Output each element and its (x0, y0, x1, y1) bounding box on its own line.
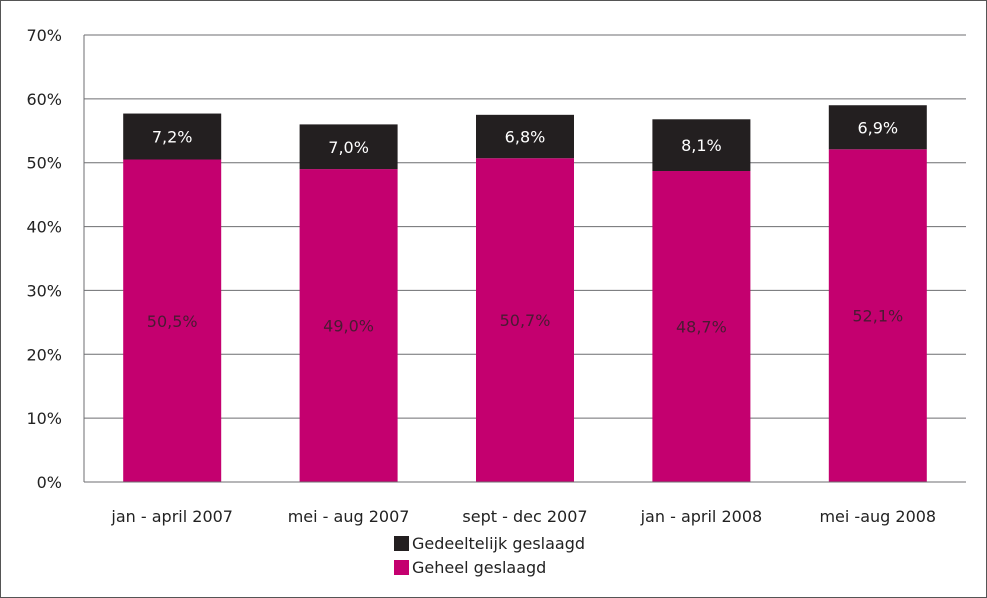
bar-gedeeltelijk (828, 105, 927, 150)
y-tick-label: 50% (26, 154, 62, 173)
y-axis: 0% 10% 20% 30% 40% 50% 60% 70% (26, 26, 85, 492)
y-tick-label: 70% (26, 26, 62, 45)
data-label: 7,2% (152, 128, 193, 147)
x-tick-label: jan - april 2008 (640, 507, 763, 526)
legend-label: Geheel geslaagd (412, 558, 546, 577)
bars: 50,5% 7,2% 49,0% 7,0% 50,7% 6,8% 48,7% 8,1% 52,1… (123, 105, 927, 482)
bar-geheel (123, 159, 222, 482)
bar-gedeeltelijk (476, 114, 574, 159)
data-label: 7,0% (328, 138, 369, 157)
bar-geheel (476, 158, 574, 482)
data-label: 6,8% (505, 128, 546, 147)
x-tick-label: sept - dec 2007 (462, 507, 587, 526)
data-label: 50,7% (500, 311, 551, 330)
data-label: 52,1% (852, 307, 903, 326)
x-tick-label: mei - aug 2007 (288, 507, 410, 526)
bar-geheel (828, 149, 927, 482)
y-tick-label: 60% (26, 90, 62, 109)
bar-geheel (652, 171, 751, 482)
x-tick-label: jan - april 2007 (110, 507, 233, 526)
x-axis: jan - april 2007 mei - aug 2007 sept - dec… (84, 481, 966, 526)
y-tick-label: 20% (26, 345, 62, 364)
x-tick-label: mei -aug 2008 (819, 507, 936, 526)
legend: Gedeeltelijk geslaagd Geheel geslaagd (394, 534, 585, 577)
y-tick-label: 30% (26, 281, 62, 300)
bar-geheel (299, 169, 398, 482)
data-label: 8,1% (681, 136, 722, 155)
legend-swatch (394, 536, 409, 551)
data-label: 49,0% (323, 317, 374, 336)
data-label: 50,5% (147, 312, 198, 331)
data-label: 6,9% (857, 118, 898, 137)
bar-gedeeltelijk (123, 113, 222, 160)
y-tick-label: 40% (26, 218, 62, 237)
y-tick-label: 0% (37, 473, 62, 492)
bar-gedeeltelijk (652, 119, 751, 172)
data-label: 48,7% (676, 318, 727, 337)
legend-swatch (394, 560, 409, 575)
y-tick-label: 10% (26, 409, 62, 428)
bar-gedeeltelijk (299, 124, 398, 170)
legend-label: Gedeeltelijk geslaagd (412, 534, 585, 553)
